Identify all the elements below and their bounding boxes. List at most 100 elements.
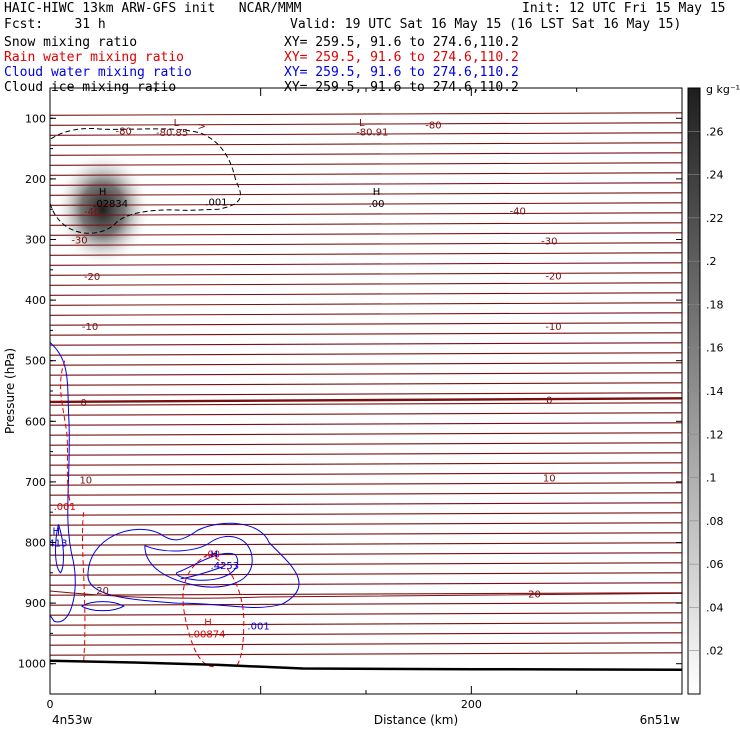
isotherm-zero — [50, 397, 682, 404]
isotherm-line — [50, 442, 682, 446]
isotherm-line — [50, 482, 682, 486]
colorbar-tick-label: .04 — [706, 601, 724, 614]
isotherm-line — [50, 452, 682, 456]
isotherm-line — [50, 272, 682, 276]
isotherm-label: -20 — [545, 271, 561, 282]
isotherm-line — [50, 590, 682, 599]
isotherm-label: -80.91 — [356, 128, 388, 139]
y-tick-label: 900 — [25, 597, 46, 610]
isotherm-line — [50, 602, 682, 606]
x-tick-label: 0 — [47, 698, 54, 711]
isotherm-extremum: L — [174, 118, 180, 129]
isotherm-line — [50, 622, 682, 626]
rain-extremum: H — [204, 617, 212, 628]
y-tick-label: 100 — [25, 112, 46, 125]
isotherm-label: 0 — [81, 398, 87, 409]
isotherm-label: 0 — [546, 395, 552, 406]
isotherm-line — [50, 112, 682, 116]
isotherm-label: -80 — [425, 120, 441, 131]
isotherm-line — [50, 172, 682, 176]
isotherm-label: -30 — [71, 236, 87, 247]
isotherm-line — [50, 532, 682, 536]
isotherm-line — [50, 392, 682, 396]
isotherm-line — [50, 382, 682, 386]
isotherm-line — [50, 182, 682, 186]
colorbar-tick-label: .1 — [706, 472, 717, 485]
isotherm-line — [50, 292, 682, 296]
header-fcst: Fcst: 31 h — [4, 17, 106, 32]
header-valid: Valid: 19 UTC Sat 16 May 15 (16 LST Sat … — [290, 17, 682, 32]
isotherm-line — [50, 192, 682, 196]
isotherm-label: -30 — [541, 237, 557, 248]
cloud-water-label: .4253 — [211, 561, 240, 572]
colorbar-tick-label: .24 — [706, 169, 724, 182]
colorbar-tick-label: .22 — [706, 212, 724, 225]
field-xy-rain: XY= 259.5, 91.6 to 274.6,110.2 — [284, 50, 519, 65]
snow-max-label: .02834 — [93, 199, 128, 210]
colorbar-tick-label: .18 — [706, 298, 724, 311]
y-tick-label: 700 — [25, 476, 46, 489]
x-tick-label: 200 — [461, 698, 482, 711]
isotherm-line — [50, 462, 682, 466]
colorbar-tick-label: .12 — [706, 428, 724, 441]
isotherm-label: 20 — [528, 589, 541, 600]
x-right-endpoint-label: 6n51w — [640, 713, 681, 727]
cloud-water-extremum: H — [211, 549, 219, 560]
snow-max-marker: H — [99, 187, 107, 198]
rain-label: .00 — [204, 549, 220, 560]
isotherm-line — [50, 332, 682, 336]
y-tick-label: 200 — [25, 173, 46, 186]
cloud-water-extremum: H — [53, 526, 61, 537]
isotherm-arrow: > — [197, 122, 205, 133]
rain-contour-column — [81, 512, 86, 661]
cloud-water-contour-small — [81, 601, 125, 612]
header-title: HAIC-HIWC 13km ARW-GFS init NCAR/MMM — [4, 1, 302, 16]
x-left-endpoint-label: 4n53w — [52, 713, 93, 727]
snow-contour — [50, 127, 241, 234]
isotherm-line — [50, 642, 682, 646]
x-axis-title: Distance (km) — [374, 713, 458, 727]
field-name-rain: Rain water mixing ratio — [4, 50, 185, 65]
isotherm-line — [50, 372, 682, 376]
isotherm-label: -80.85 — [156, 128, 188, 139]
isotherm-line — [50, 212, 682, 216]
cloud-water-contour-left — [50, 342, 76, 623]
isotherm-line — [50, 652, 682, 656]
isotherm-line — [50, 352, 682, 356]
isotherm-line — [50, 432, 682, 436]
isotherm-label: -10 — [82, 322, 98, 333]
y-tick-label: 500 — [25, 355, 46, 368]
isotherm-line — [50, 122, 682, 126]
isotherm-label: -80 — [116, 126, 132, 137]
isotherm-label: -20 — [84, 272, 100, 283]
field-xy-snow: XY= 259.5, 91.6 to 274.6,110.2 — [284, 35, 519, 50]
y-tick-label: 400 — [25, 294, 46, 307]
cloud-water-contour-left-inner — [55, 524, 64, 574]
isotherm-line — [50, 612, 682, 616]
colorbar-tick-label: .2 — [706, 255, 717, 268]
cloud-water-label: .413 — [45, 539, 67, 550]
isotherm-line — [50, 202, 682, 206]
isotherm-line — [50, 522, 682, 526]
rain-contour-upper — [60, 360, 72, 507]
isotherm-line — [50, 552, 682, 556]
isotherm-line — [50, 422, 682, 426]
y-axis-title: Pressure (hPa) — [3, 348, 17, 434]
cloud-water-label: .001 — [247, 622, 269, 633]
rain-label: .00874 — [191, 629, 226, 640]
snow-shading — [54, 151, 151, 268]
isotherm-line — [50, 252, 682, 256]
field-name-snow: Snow mixing ratio — [4, 35, 138, 50]
colorbar-tick-label: .02 — [706, 645, 724, 658]
y-tick-label: 300 — [25, 234, 46, 247]
colorbar-tick-label: .26 — [706, 125, 724, 138]
colorbar-tick-label: .06 — [706, 558, 724, 571]
isotherm-line — [50, 582, 682, 586]
snow-max-marker: H — [373, 187, 381, 198]
colorbar-tick-label: .08 — [706, 515, 724, 528]
isotherm-line — [50, 412, 682, 416]
isotherm-line — [50, 402, 682, 406]
colorbar-unit: g kg⁻¹ — [706, 83, 740, 96]
rain-contour-main-left — [182, 554, 215, 668]
